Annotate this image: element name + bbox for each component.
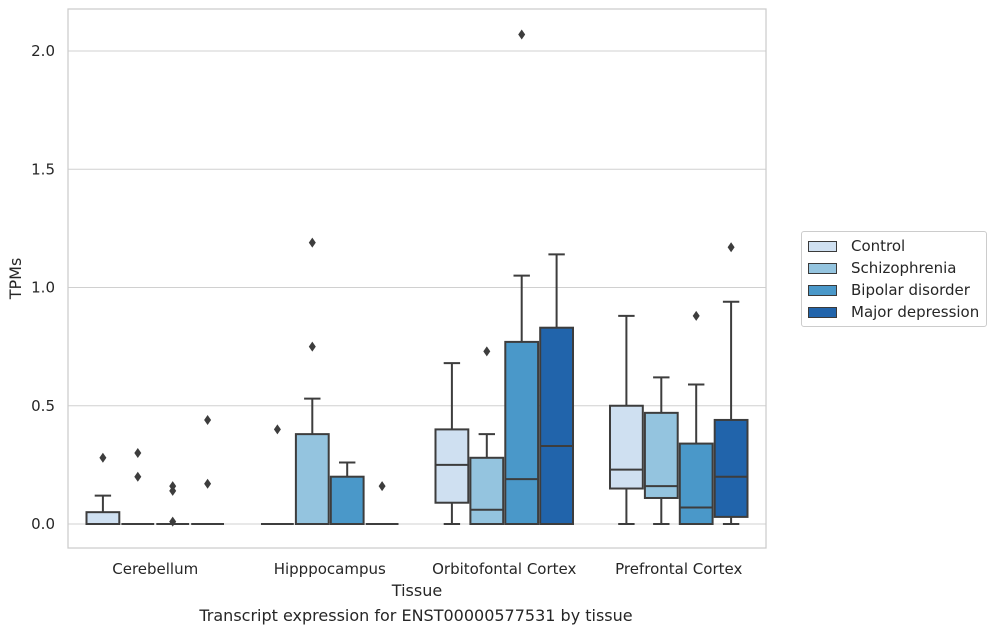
x-axis-label: Tissue (391, 581, 442, 600)
box-0-0 (85, 452, 121, 525)
outlier-point (134, 448, 142, 459)
box-2-2 (504, 29, 540, 525)
box-body (504, 340, 540, 525)
outlier-point (692, 310, 700, 321)
legend-label-schizophrenia: Schizophrenia (851, 259, 957, 277)
outlier-point (204, 414, 212, 425)
outlier-point (308, 237, 316, 248)
legend-swatch-bipolar-disorder (808, 284, 837, 296)
box-3-2 (678, 310, 714, 525)
box-body (469, 456, 505, 525)
y-tick-label: 1.5 (31, 160, 55, 178)
tick-labels: 0.0 0.5 1.0 1.5 2.0 Cerebellum Hipppocampus Orb… (31, 42, 742, 578)
box-0-2 (156, 481, 190, 527)
box-2-1 (469, 346, 505, 525)
x-tick-label: Cerebellum (112, 560, 198, 578)
outlier-point (308, 341, 316, 352)
box-1-3 (365, 481, 399, 525)
x-tick-label: Hipppocampus (274, 560, 386, 578)
outlier-point (99, 452, 107, 463)
figure-caption: Transcript expression for ENST0000057753… (199, 606, 633, 625)
legend-item-control: Control (808, 236, 905, 256)
outlier-point (483, 346, 491, 357)
box-body (643, 411, 679, 499)
y-tick-label: 2.0 (31, 42, 55, 60)
outlier-point (727, 242, 735, 253)
box-0-3 (191, 414, 225, 525)
outlier-point (273, 424, 281, 435)
box-2-3 (539, 253, 575, 525)
legend-label-control: Control (851, 237, 906, 255)
legend-label-major-depression: Major depression (851, 303, 980, 321)
legend-swatch-major-depression (808, 306, 837, 318)
y-tick-label: 0.5 (31, 397, 55, 415)
legend-item-schizophrenia: Schizophrenia (808, 258, 956, 278)
plot-area-frame (67, 8, 767, 549)
x-tick-label: Orbitofontal Cortex (432, 560, 576, 578)
outlier-point (378, 481, 386, 492)
outlier-point (169, 485, 177, 496)
box-3-3 (713, 242, 749, 525)
x-tick-label: Prefrontal Cortex (615, 560, 742, 578)
box-body (294, 433, 330, 526)
box-body (434, 428, 470, 504)
outlier-point (134, 471, 142, 482)
box-3-1 (643, 376, 679, 525)
box-body (713, 418, 749, 518)
box-0-1 (121, 448, 155, 525)
outlier-point (518, 29, 526, 40)
y-tick-label: 0.0 (31, 515, 55, 533)
outlier-point (204, 478, 212, 489)
legend-item-major-depression: Major depression (808, 302, 979, 322)
legend-swatch-control (808, 240, 837, 252)
box-1-1 (294, 237, 330, 526)
y-tick-label: 1.0 (31, 279, 55, 297)
legend-swatch-schizophrenia (808, 262, 837, 274)
box-3-0 (608, 314, 644, 525)
y-axis-label: TPMs (6, 258, 25, 301)
box-body (678, 442, 714, 525)
box-body (608, 404, 644, 490)
legend-label-bipolar-disorder: Bipolar disorder (851, 281, 970, 299)
outlier-point (169, 516, 177, 527)
box-1-0 (260, 424, 294, 525)
box-body (85, 511, 121, 525)
box-body (539, 326, 575, 525)
legend-item-bipolar-disorder: Bipolar disorder (808, 280, 970, 300)
legend: Control Schizophrenia Bipolar disorder M… (801, 231, 987, 327)
box-body (329, 475, 365, 526)
gridlines (68, 50, 766, 525)
box-1-2 (329, 461, 365, 526)
box-layer (85, 29, 749, 527)
box-2-0 (434, 362, 470, 525)
